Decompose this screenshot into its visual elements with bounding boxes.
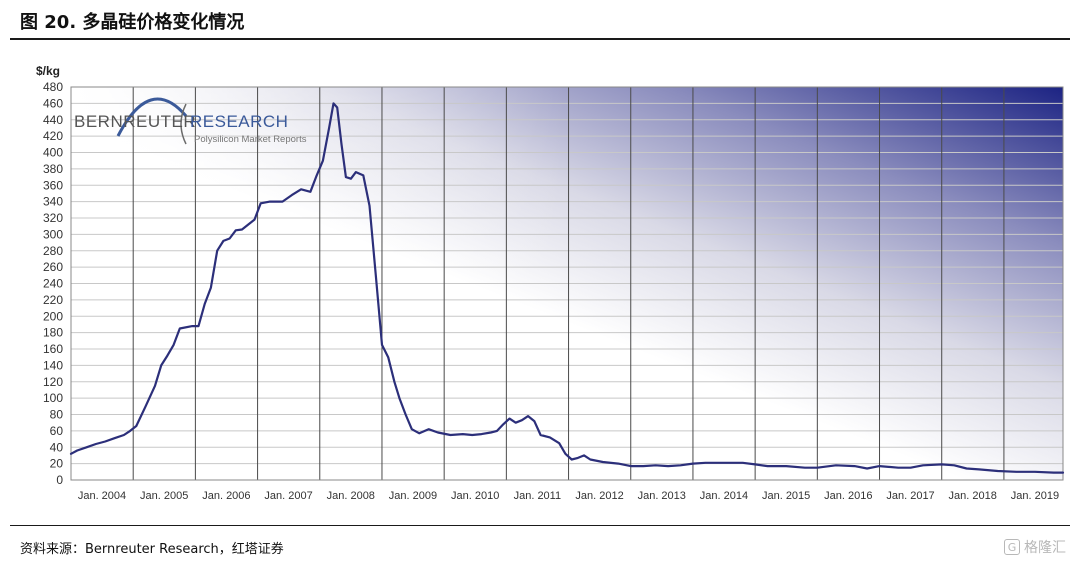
x-tick-label: Jan. 2014 — [700, 490, 748, 502]
title-divider — [10, 38, 1070, 40]
y-tick-label: 420 — [43, 129, 63, 143]
y-tick-label: 240 — [43, 277, 63, 291]
y-tick-label: 220 — [43, 293, 63, 307]
logo-brand-right: RESEARCH — [190, 112, 288, 131]
y-tick-label: 40 — [50, 440, 64, 454]
x-axis-ticks: Jan. 2004 Jan. 2005 Jan. 2006 Jan. 2007 Jan.… — [78, 490, 1059, 502]
series-layer — [69, 102, 1065, 474]
y-tick-label: 340 — [43, 195, 63, 209]
y-tick-label: 100 — [43, 391, 63, 405]
x-tick-label: Jan. 2011 — [514, 490, 562, 502]
watermark-text: 格隆汇 — [1024, 540, 1066, 556]
x-tick-label: Jan. 2018 — [949, 490, 997, 502]
logo-brand-left: BERNREUTER — [74, 112, 196, 131]
polysilicon-price-chart: BERNREUTER RESEARCH Polysilicon Market R… — [36, 64, 1065, 502]
source-note: 资料来源：Bernreuter Research，红塔证券 — [20, 542, 284, 557]
y-tick-label: 460 — [43, 96, 63, 110]
x-tick-label: Jan. 2017 — [886, 490, 934, 502]
x-tick-label: Jan. 2016 — [824, 490, 872, 502]
y-tick-label: 20 — [50, 457, 64, 471]
y-axis-ticks: 0 20 40 60 80 100 120 140 160 180 200 220 240 260 280 3… — [43, 80, 63, 487]
logo-arc — [116, 97, 188, 137]
source-divider — [10, 525, 1070, 526]
y-axis-label: $/kg — [36, 64, 60, 78]
y-tick-label: 300 — [43, 227, 63, 241]
x-tick-label: Jan. 2009 — [389, 490, 437, 502]
plot-frame — [70, 86, 1064, 481]
y-tick-label: 440 — [43, 113, 63, 127]
x-tick-label: Jan. 2010 — [451, 490, 499, 502]
bernreuter-logo: BERNREUTER RESEARCH Polysilicon Market R… — [74, 97, 307, 145]
y-tick-label: 140 — [43, 358, 63, 372]
y-tick-label: 320 — [43, 211, 63, 225]
x-tick-label: Jan. 2019 — [1011, 490, 1059, 502]
x-tick-label: Jan. 2005 — [140, 490, 188, 502]
y-tick-label: 380 — [43, 162, 63, 176]
grid-lines — [70, 86, 1064, 481]
y-tick-label: 120 — [43, 375, 63, 389]
x-tick-label: Jan. 2006 — [202, 490, 250, 502]
figure-title: 图 20. 多晶硅价格变化情况 — [20, 12, 245, 33]
watermark: G 格隆汇 — [1004, 537, 1066, 557]
y-tick-label: 480 — [43, 80, 63, 94]
chart-container: BERNREUTER RESEARCH Polysilicon Market R… — [0, 44, 1080, 514]
y-tick-label: 260 — [43, 260, 63, 274]
price-series-line — [69, 102, 1065, 474]
y-tick-label: 160 — [43, 342, 63, 356]
y-tick-label: 0 — [56, 473, 63, 487]
x-tick-label: Jan. 2004 — [78, 490, 126, 502]
x-tick-label: Jan. 2008 — [327, 490, 375, 502]
y-tick-label: 180 — [43, 326, 63, 340]
x-tick-label: Jan. 2012 — [575, 490, 623, 502]
y-tick-label: 60 — [50, 424, 64, 438]
x-tick-label: Jan. 2015 — [762, 490, 810, 502]
logo-bracket — [180, 103, 187, 145]
y-tick-label: 400 — [43, 146, 63, 160]
x-tick-label: Jan. 2013 — [638, 490, 686, 502]
logo-tagline: Polysilicon Market Reports — [194, 134, 307, 145]
watermark-logo-icon: G — [1004, 539, 1020, 555]
y-tick-label: 280 — [43, 244, 63, 258]
y-tick-label: 80 — [50, 408, 64, 422]
y-tick-label: 360 — [43, 178, 63, 192]
y-tick-label: 200 — [43, 309, 63, 323]
x-tick-label: Jan. 2007 — [264, 490, 312, 502]
